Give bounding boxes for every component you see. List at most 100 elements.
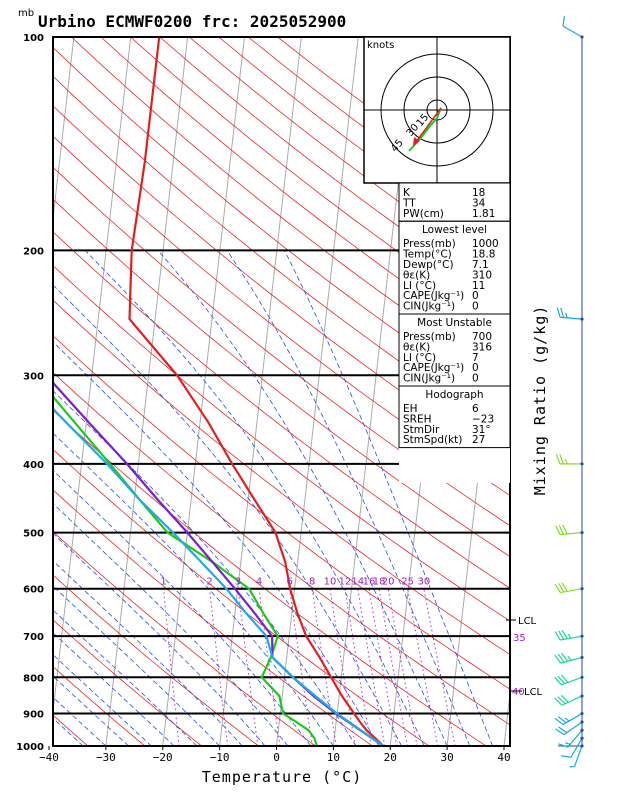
most-unstable-value: 316 [472,341,492,353]
isotherm [162,37,245,746]
x-tick-label: −10 [210,751,230,764]
moist-adiabat [53,675,129,746]
mixing-ratio-label: 3 [235,577,241,588]
moist-adiabat [53,609,198,746]
profile-dry-parcel [53,407,385,746]
wind-barb-half-flag [564,717,570,722]
wind-barb-half-flag [567,633,572,639]
wind-barb-dot [580,462,584,466]
index-table-bg [399,183,510,483]
moist-adiabat [53,502,289,746]
dry-adiabat [53,166,510,527]
wind-barb-flag [554,654,562,664]
x-tick-label: 10 [327,751,340,764]
dry-adiabat [53,231,510,589]
wind-barb-dot [580,35,584,39]
wind-barb-flag [558,583,565,593]
pressure-tick-label: 100 [23,33,44,44]
wind-barb-staff [561,676,583,686]
index-top-label: TT [402,197,416,209]
wind-barb-flag [558,524,565,535]
most-unstable-label: θε(K) [403,341,430,353]
lowest-level-label: Dewp(°C) [403,259,454,271]
wind-barb-flag [557,716,567,724]
mixing-ratio-line [407,588,439,746]
most-unstable-value: 7 [472,352,479,364]
wind-barb-flag [561,629,568,640]
hodograph-box-label: StmDir [403,424,440,436]
isotherm [53,37,132,716]
mixing-ratio-label: 12 [339,577,352,588]
hodograph-box-value: 31° [472,424,491,436]
wind-barb-dot [580,720,584,724]
wind-barb-flag [562,524,568,535]
wind-barb-flag [556,307,561,318]
chart-title: Urbino ECMWF0200 frc: 2025052900 [38,12,346,31]
mixing-ratio-label: 18 [373,577,386,588]
pressure-unit: mb [18,8,34,19]
x-tick-label: 20 [384,751,397,764]
wind-barb-dot [580,736,584,740]
dry-adiabat [53,335,510,690]
pressure-tick-label: 900 [23,710,44,721]
dry-adiabat [53,409,487,746]
wind-barb [556,307,584,321]
index-box-header: Lowest level [422,224,487,236]
wind-barb-flag [558,630,565,640]
mixing-ratio-line [378,588,408,746]
wind-barb-flag [562,16,566,27]
mixing-ratio-line [423,588,456,746]
wind-barb-flag [554,676,562,686]
mixing-ratio-line [387,588,418,746]
index-top-label: K [403,187,411,199]
side-label: 35 [513,633,526,644]
mixing-ratio-label: 2 [206,577,212,588]
mixing-ratio-label: 16 [363,577,376,588]
mixing-ratio-label: 6 [286,577,292,588]
wind-barb-staff [560,635,583,641]
isotherm [219,37,302,746]
lowest-level-label: LI (°C) [403,280,436,292]
wind-barb-dot [580,728,584,732]
lowest-level-label: CAPE(Jkg⁻¹) [403,290,464,302]
mixing-ratio-label: 4 [256,577,262,588]
dry-adiabat [53,198,510,558]
wind-barb-flag [554,697,563,706]
index-top-value: 18 [472,187,485,199]
moist-adiabat [53,696,107,746]
wind-barb-staff [573,745,583,767]
mixing-ratio-label: 10 [324,577,337,588]
index-box-header: Hodograph [425,389,483,401]
wind-barb-flag [557,675,566,685]
x-tick-label: 0 [273,751,280,764]
mixing-ratio-axis-title: Mixing Ratio (g/kg) [531,305,549,496]
hodograph-box-value: −23 [472,413,494,425]
pressure-tick-label: 400 [23,460,44,471]
dry-adiabat [53,489,373,746]
moist-adiabat [53,284,402,746]
index-top-label: PW(cm) [403,208,444,220]
index-box-header: Most Unstable [417,317,492,329]
wind-barb-column [554,16,584,768]
moist-adiabat [53,532,266,746]
wind-barb-flag [559,454,565,465]
hodograph-box-label: EH [403,403,418,415]
index-top-value: 1.81 [472,208,495,220]
mixing-ratio-line [289,588,313,746]
wind-barb [555,524,584,536]
hodograph-box-value: 27 [472,434,485,446]
most-unstable-label: CAPE(Jkg⁻¹) [403,362,464,374]
wind-barb-flag [558,726,568,734]
dry-adiabat [53,371,510,726]
wind-barb-staff [563,721,583,736]
moist-adiabat [157,250,448,746]
profile-temperature [128,37,385,746]
mixing-ratio-line [357,588,386,746]
wind-barb-flag [561,582,568,592]
most-unstable-label: LI (°C) [403,352,436,364]
wind-barb-flag [560,307,565,318]
pressure-tick-label: 500 [23,529,44,540]
hodograph-units: knots [367,40,394,51]
wind-barb-staff [570,737,583,758]
lowest-level-value: 0 [472,301,479,313]
